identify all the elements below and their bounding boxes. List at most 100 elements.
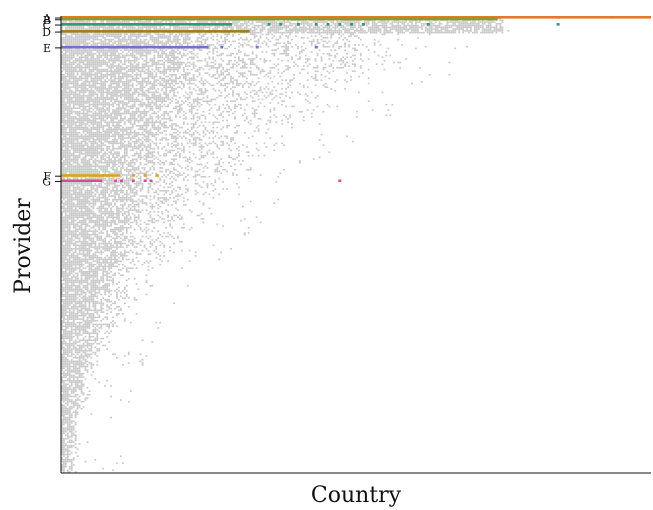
heatmap-cell [330, 54, 333, 57]
heatmap-cell [165, 56, 168, 59]
heatmap-cell [171, 75, 173, 78]
heatmap-cell [314, 26, 317, 29]
heatmap-cell [220, 91, 223, 94]
heatmap-cell [116, 28, 118, 30]
heatmap-cell [66, 81, 69, 83]
heatmap-cell [389, 30, 392, 32]
heatmap-cell [163, 70, 166, 73]
heatmap-cell [275, 24, 278, 27]
heatmap-cell [72, 38, 75, 41]
heatmap-cell [110, 86, 112, 88]
heatmap-cell [403, 31, 406, 34]
heatmap-cell [391, 23, 394, 25]
heatmap-cell [102, 54, 105, 57]
heatmap-cell [145, 105, 148, 108]
heatmap-cell [180, 63, 183, 66]
heatmap-cell [62, 102, 65, 104]
heatmap-cell [361, 59, 364, 62]
heatmap-cell [145, 114, 148, 117]
heatmap-cell [220, 95, 223, 97]
heatmap-cell [121, 100, 124, 102]
heatmap-cell [141, 84, 144, 87]
heatmap-cell [135, 96, 138, 99]
heatmap-cell [485, 21, 488, 23]
heatmap-cell [153, 42, 156, 44]
heatmap-cell [175, 82, 177, 85]
heatmap-cell [238, 26, 240, 29]
heatmap-cell [161, 37, 164, 39]
heatmap-cell [271, 21, 274, 23]
heatmap-cell [228, 54, 230, 57]
heatmap-cell [110, 66, 112, 69]
heatmap-cell [391, 28, 394, 30]
heatmap-cell [273, 109, 276, 111]
heatmap-cell [68, 100, 71, 102]
heatmap-cell [399, 26, 402, 29]
heatmap-cell [70, 54, 73, 57]
heatmap-cell [129, 98, 132, 101]
heatmap-cell [118, 33, 120, 36]
heatmap-cell [487, 28, 490, 30]
heatmap-cell [62, 100, 65, 102]
heatmap-cell [98, 109, 101, 111]
heatmap-cell [82, 33, 85, 36]
heatmap-cell [64, 26, 67, 29]
heatmap-cell [241, 114, 244, 117]
heatmap-cell [322, 23, 325, 25]
heatmap-cell [143, 21, 146, 23]
heatmap-cell [147, 98, 150, 101]
heatmap-cell [133, 65, 136, 67]
heatmap-cell [489, 21, 492, 23]
heatmap-cell [326, 30, 329, 32]
heatmap-cell [365, 21, 368, 23]
heatmap-cell [61, 98, 63, 101]
heatmap-cell [94, 26, 97, 29]
heatmap-cell [497, 30, 500, 32]
heatmap-cell [273, 49, 276, 52]
heatmap-cell [143, 77, 146, 80]
heatmap-cell [74, 91, 77, 94]
heatmap-cell [64, 38, 67, 41]
heatmap-cell [64, 54, 67, 57]
heatmap-cell [100, 117, 103, 120]
heatmap-cell [153, 93, 156, 95]
heatmap-cell [127, 68, 130, 71]
heatmap-cell [149, 44, 152, 46]
heatmap-cell [66, 49, 69, 52]
heatmap-cell [66, 93, 69, 95]
heatmap-cell [354, 65, 356, 67]
heatmap-cell [481, 21, 484, 23]
heatmap-cell [157, 91, 160, 94]
heatmap-cell [88, 58, 91, 60]
heatmap-cell [153, 61, 156, 64]
heatmap-cell [165, 82, 168, 85]
heatmap-cell [440, 26, 443, 29]
heatmap-cell [369, 28, 372, 30]
heatmap-cell [88, 91, 91, 94]
heatmap-cell [157, 95, 160, 97]
heatmap-cell [182, 33, 185, 36]
heatmap-cell [147, 91, 150, 94]
heatmap-cell [137, 107, 140, 110]
heatmap-cell [72, 102, 75, 104]
heatmap-cell [98, 51, 101, 53]
heatmap-cell [94, 107, 97, 110]
heatmap-cell [192, 100, 195, 102]
heatmap-cell [127, 95, 130, 97]
heatmap-cell [82, 21, 85, 23]
heatmap-cell [159, 100, 162, 102]
heatmap-cell [387, 109, 390, 111]
heatmap-cell [470, 23, 472, 25]
heatmap-cell [352, 33, 354, 36]
heatmap-cell [145, 33, 148, 36]
heatmap-cell [61, 21, 63, 23]
heatmap-cell [74, 35, 77, 37]
heatmap-cell [212, 65, 215, 67]
heatmap-cell [448, 74, 451, 76]
heatmap-cell [411, 23, 413, 25]
heatmap-cell [462, 30, 465, 32]
heatmap-cell [395, 26, 398, 29]
heatmap-cell [135, 107, 138, 110]
heatmap-cell [468, 24, 470, 27]
heatmap-cell [169, 61, 171, 64]
